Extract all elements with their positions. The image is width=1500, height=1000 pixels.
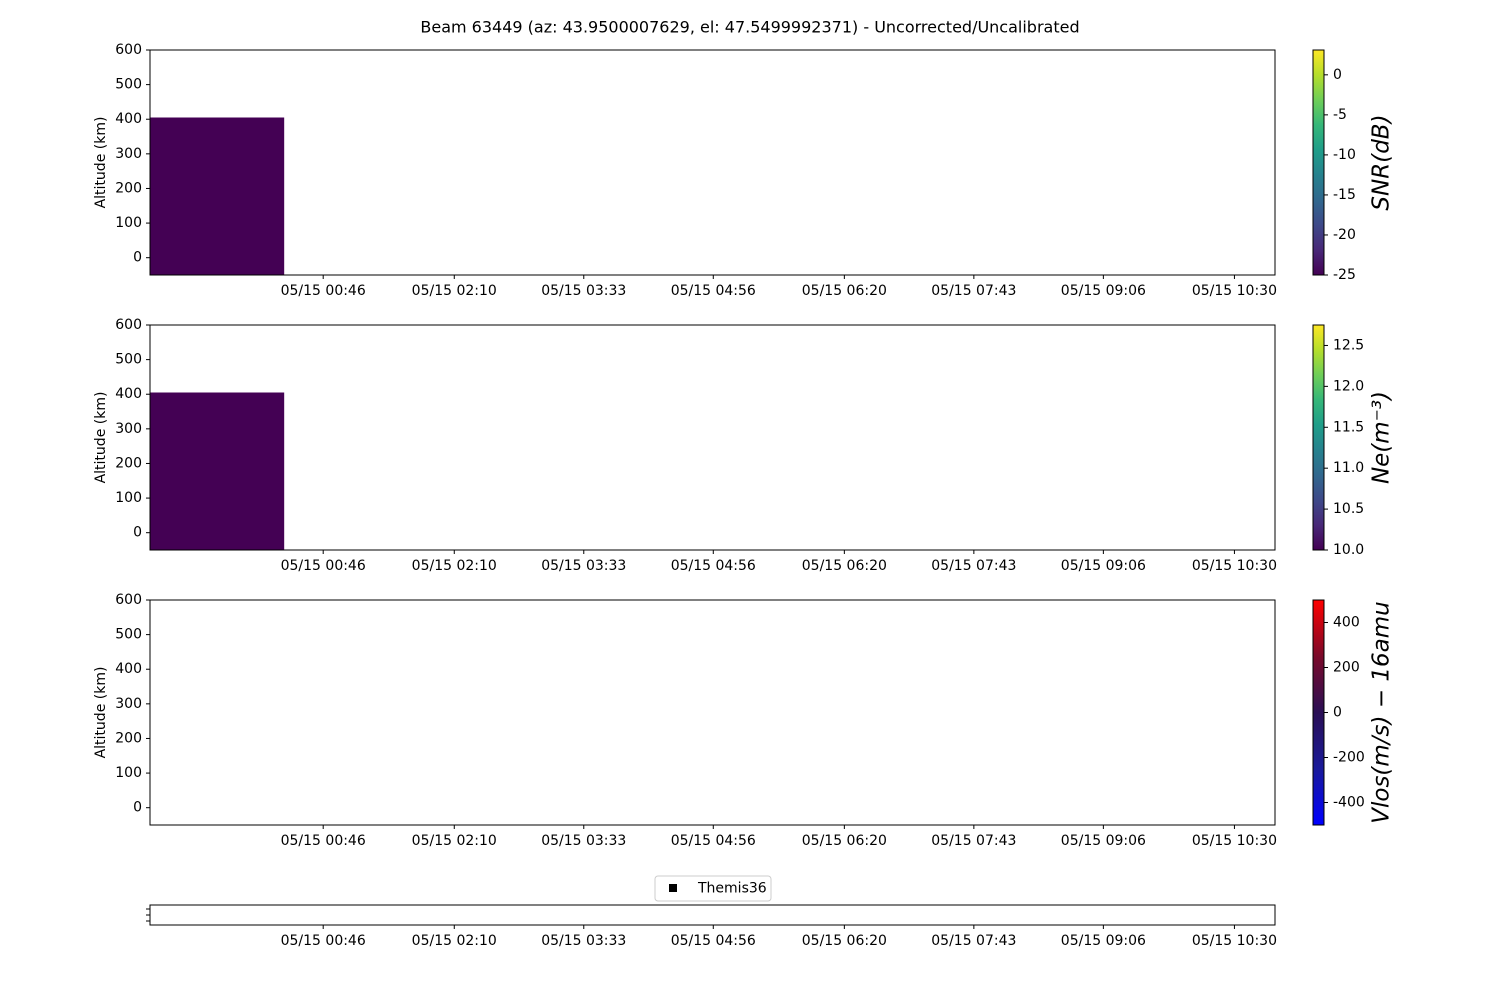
- colorbar-tick-label: -25: [1333, 267, 1356, 283]
- x-tick-label: 05/15 10:30: [1192, 833, 1277, 849]
- y-tick-label: 0: [133, 250, 142, 266]
- y-tick-label: 200: [115, 455, 142, 471]
- x-tick-label: 05/15 06:20: [802, 283, 887, 299]
- y-tick-label: 400: [115, 111, 142, 127]
- x-tick-label: 05/15 07:43: [931, 933, 1016, 949]
- y-axis-label: Altitude (km): [93, 392, 109, 484]
- x-tick-label: 05/15 07:43: [931, 283, 1016, 299]
- x-tick-label: 05/15 06:20: [802, 833, 887, 849]
- colorbar-tick-label: 400: [1333, 615, 1360, 631]
- x-tick-label: 05/15 00:46: [281, 283, 366, 299]
- y-tick-label: 600: [115, 592, 142, 608]
- x-tick-label: 05/15 06:20: [802, 558, 887, 574]
- y-tick-label: 600: [115, 42, 142, 58]
- x-tick-label: 05/15 02:10: [412, 283, 497, 299]
- legend-label: Themis36: [697, 881, 767, 897]
- x-tick-label: 05/15 09:06: [1061, 833, 1146, 849]
- colorbar-tick-label: 11.5: [1333, 419, 1364, 435]
- x-tick-label: 05/15 09:06: [1061, 283, 1146, 299]
- y-tick-label: 200: [115, 730, 142, 746]
- colorbar-tick-label: 12.5: [1333, 337, 1364, 353]
- colorbar: [1312, 599, 1325, 826]
- colorbar-label: Vlos(m/s) − 16amu: [1369, 601, 1395, 824]
- legend-box: [654, 875, 772, 902]
- legend-marker: [669, 884, 677, 892]
- x-tick-label: 05/15 00:46: [281, 933, 366, 949]
- y-tick-label: 300: [115, 146, 142, 162]
- y-tick-label: 600: [115, 317, 142, 333]
- colorbar-tick-label: 10.0: [1333, 542, 1364, 558]
- x-tick-label: 05/15 02:10: [412, 933, 497, 949]
- colorbar-tick-label: -10: [1333, 147, 1356, 163]
- colorbar: [1312, 49, 1325, 276]
- x-tick-label: 05/15 04:56: [671, 933, 756, 949]
- x-tick-label: 05/15 03:33: [541, 933, 626, 949]
- x-tick-label: 05/15 10:30: [1192, 933, 1277, 949]
- heatmap-cell: [150, 392, 285, 550]
- x-tick-label: 05/15 09:06: [1061, 933, 1146, 949]
- colorbar-tick-label: 10.5: [1333, 501, 1364, 517]
- x-tick-label: 05/15 04:56: [671, 558, 756, 574]
- colorbar-tick-label: -400: [1333, 795, 1365, 811]
- colorbar-tick-label: -20: [1333, 227, 1356, 243]
- colorbar-label: SNR(dB): [1369, 114, 1395, 210]
- x-tick-label: 05/15 09:06: [1061, 558, 1146, 574]
- x-tick-label: 05/15 03:33: [541, 558, 626, 574]
- heatmap-cell: [150, 117, 285, 275]
- colorbar-tick-label: 11.0: [1333, 460, 1364, 476]
- x-tick-label: 05/15 07:43: [931, 833, 1016, 849]
- axes-frame: [149, 49, 1276, 276]
- x-tick-label: 05/15 04:56: [671, 833, 756, 849]
- y-tick-label: 400: [115, 661, 142, 677]
- y-axis-label: Altitude (km): [93, 667, 109, 759]
- y-tick-label: 500: [115, 627, 142, 643]
- x-tick-label: 05/15 07:43: [931, 558, 1016, 574]
- colorbar-label: Ne(m⁻³): [1369, 391, 1395, 484]
- y-tick-label: 400: [115, 386, 142, 402]
- x-tick-label: 05/15 00:46: [281, 833, 366, 849]
- y-tick-label: 0: [133, 800, 142, 816]
- colorbar-tick-label: 0: [1333, 705, 1342, 721]
- colorbar-tick-label: 0: [1333, 67, 1342, 83]
- x-tick-label: 05/15 10:30: [1192, 558, 1277, 574]
- axes-frame: [149, 904, 1276, 926]
- y-tick-label: 300: [115, 421, 142, 437]
- x-tick-label: 05/15 00:46: [281, 558, 366, 574]
- y-tick-label: 100: [115, 215, 142, 231]
- x-tick-label: 05/15 03:33: [541, 833, 626, 849]
- y-tick-label: 500: [115, 352, 142, 368]
- colorbar-tick-label: -200: [1333, 750, 1365, 766]
- figure-title: Beam 63449 (az: 43.9500007629, el: 47.54…: [420, 18, 1079, 37]
- x-tick-label: 05/15 02:10: [412, 558, 497, 574]
- x-tick-label: 05/15 04:56: [671, 283, 756, 299]
- y-tick-label: 300: [115, 696, 142, 712]
- axes-frame: [149, 599, 1276, 826]
- x-tick-label: 05/15 02:10: [412, 833, 497, 849]
- axes-frame: [149, 324, 1276, 551]
- y-tick-label: 500: [115, 77, 142, 93]
- x-tick-label: 05/15 03:33: [541, 283, 626, 299]
- colorbar-tick-label: 200: [1333, 660, 1360, 676]
- y-tick-label: 0: [133, 525, 142, 541]
- x-tick-label: 05/15 10:30: [1192, 283, 1277, 299]
- y-tick-label: 100: [115, 765, 142, 781]
- y-tick-label: 100: [115, 490, 142, 506]
- x-tick-label: 05/15 06:20: [802, 933, 887, 949]
- y-tick-label: 200: [115, 180, 142, 196]
- colorbar-tick-label: 12.0: [1333, 378, 1364, 394]
- colorbar-tick-label: -15: [1333, 187, 1356, 203]
- y-axis-label: Altitude (km): [93, 117, 109, 209]
- colorbar-tick-label: -5: [1333, 107, 1347, 123]
- colorbar: [1312, 324, 1325, 551]
